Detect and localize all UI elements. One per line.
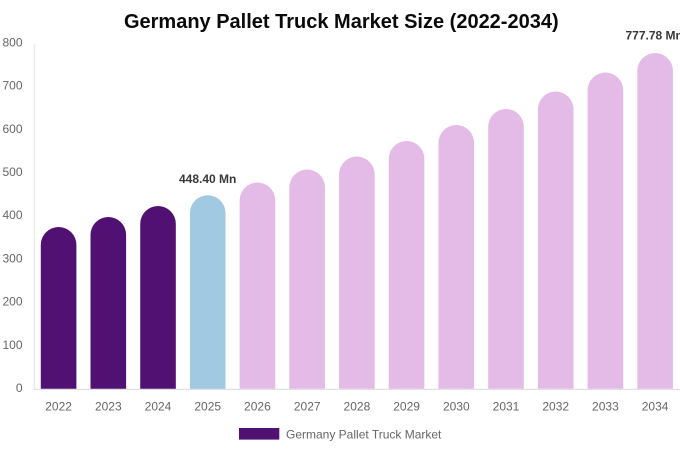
- svg-text:2030: 2030: [443, 399, 470, 413]
- svg-text:400: 400: [2, 208, 22, 222]
- svg-text:100: 100: [2, 338, 22, 352]
- svg-text:700: 700: [2, 79, 22, 93]
- svg-text:2031: 2031: [493, 399, 520, 413]
- svg-text:2033: 2033: [592, 399, 619, 413]
- svg-text:2032: 2032: [542, 399, 569, 413]
- svg-text:300: 300: [2, 251, 22, 265]
- svg-text:800: 800: [2, 35, 22, 49]
- svg-text:500: 500: [2, 165, 22, 179]
- svg-text:2025: 2025: [194, 399, 221, 413]
- svg-text:2028: 2028: [344, 399, 371, 413]
- svg-text:448.40 Mn: 448.40 Mn: [179, 172, 236, 186]
- svg-text:2027: 2027: [294, 399, 321, 413]
- svg-text:2023: 2023: [95, 399, 122, 413]
- svg-text:2024: 2024: [145, 399, 172, 413]
- svg-text:777.78 Mn: 777.78 Mn: [626, 29, 680, 43]
- svg-text:2029: 2029: [393, 399, 420, 413]
- svg-text:2034: 2034: [642, 399, 669, 413]
- svg-text:600: 600: [2, 122, 22, 136]
- svg-text:2026: 2026: [244, 399, 271, 413]
- svg-text:Germany Pallet Truck Market Si: Germany Pallet Truck Market Size (2022-2…: [124, 11, 559, 33]
- svg-text:200: 200: [2, 295, 22, 309]
- svg-text:2022: 2022: [45, 399, 72, 413]
- svg-text:0: 0: [16, 381, 23, 395]
- svg-text:Germany Pallet Truck Market: Germany Pallet Truck Market: [286, 427, 442, 441]
